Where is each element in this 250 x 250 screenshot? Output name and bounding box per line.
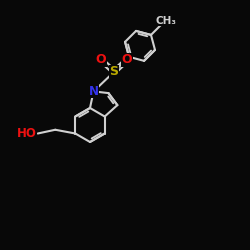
Text: O: O	[122, 53, 132, 66]
Text: O: O	[96, 53, 106, 66]
Text: S: S	[110, 65, 118, 78]
Text: CH₃: CH₃	[155, 16, 176, 26]
Text: N: N	[88, 85, 99, 98]
Text: HO: HO	[17, 127, 36, 140]
